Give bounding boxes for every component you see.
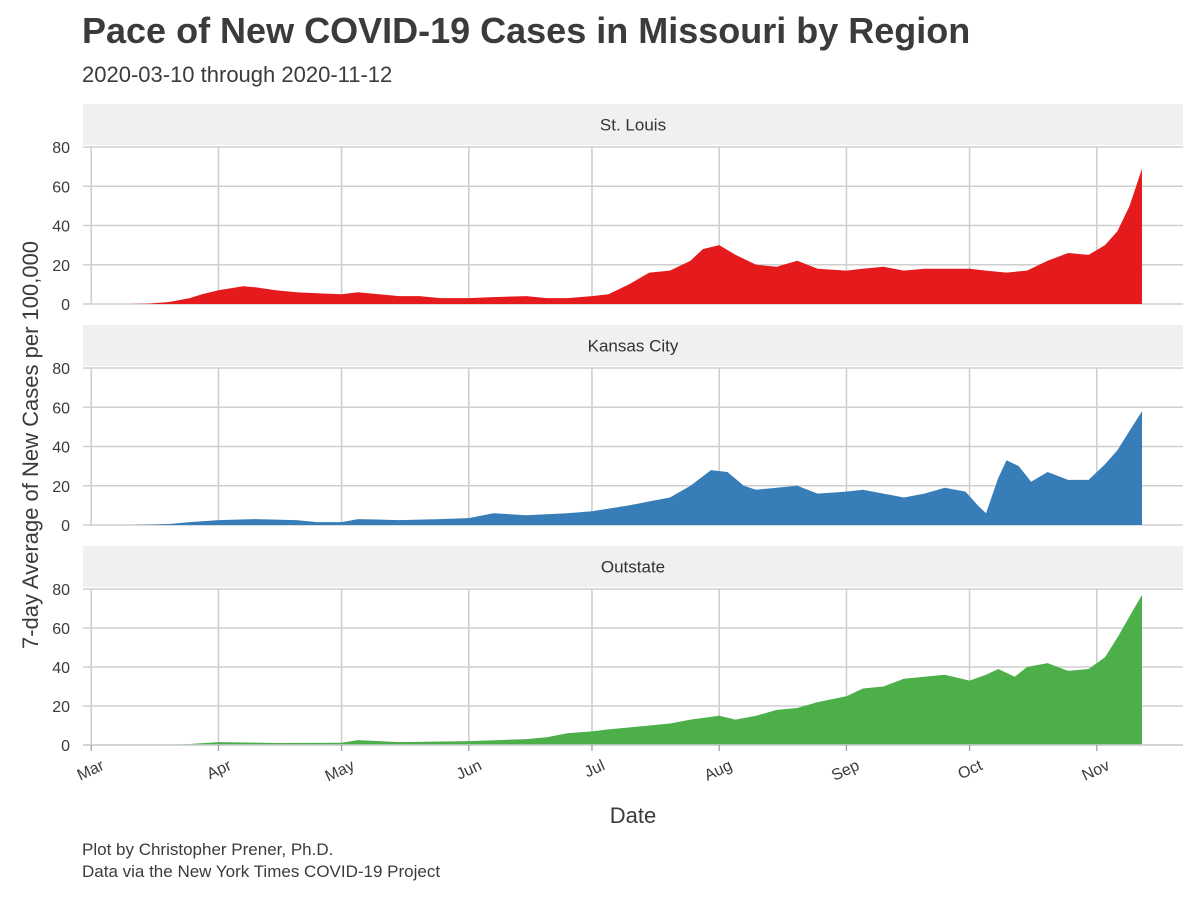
- area-series-outstate: [128, 594, 1143, 745]
- x-tick-label: Mar: [75, 757, 108, 784]
- y-tick-label: 80: [52, 140, 70, 157]
- caption-author: Plot by Christopher Prener, Ph.D.: [82, 840, 334, 859]
- x-tick-label: Aug: [702, 757, 735, 784]
- x-tick-label: Nov: [1080, 757, 1113, 784]
- x-tick-label: Jun: [454, 757, 485, 783]
- area-series-kansas-city: [128, 411, 1143, 525]
- x-tick-label: May: [323, 757, 358, 785]
- facet-strip-label: St. Louis: [600, 116, 666, 135]
- y-tick-label: 80: [52, 582, 70, 599]
- y-tick-label: 40: [52, 219, 70, 236]
- y-tick-label: 80: [52, 361, 70, 378]
- y-tick-label: 0: [61, 518, 70, 535]
- chart-title: Pace of New COVID-19 Cases in Missouri b…: [82, 10, 971, 51]
- facet-strip: [83, 546, 1183, 587]
- x-axis-title: Date: [610, 803, 656, 828]
- chart-caption: Plot by Christopher Prener, Ph.D. Data v…: [82, 839, 440, 883]
- y-tick-label: 60: [52, 621, 70, 638]
- facet-strip: [83, 104, 1183, 145]
- y-tick-label: 20: [52, 479, 70, 496]
- y-tick-label: 0: [61, 297, 70, 314]
- y-tick-label: 0: [61, 738, 70, 755]
- caption-source: Data via the New York Times COVID-19 Pro…: [82, 862, 441, 881]
- y-tick-label: 60: [52, 179, 70, 196]
- x-tick-label: Oct: [956, 757, 986, 783]
- x-tick-label: Apr: [204, 757, 234, 783]
- facet-strip-label: Outstate: [601, 558, 665, 577]
- y-axis-title: 7-day Average of New Cases per 100,000: [18, 241, 43, 649]
- area-series-st-louis: [128, 168, 1143, 304]
- y-tick-label: 60: [52, 400, 70, 417]
- y-tick-label: 40: [52, 440, 70, 457]
- y-tick-label: 40: [52, 660, 70, 677]
- x-tick-label: Jul: [582, 757, 608, 781]
- chart-subtitle: 2020-03-10 through 2020-11-12: [82, 62, 393, 87]
- x-tick-label: Sep: [829, 757, 862, 784]
- y-tick-label: 20: [52, 258, 70, 275]
- facet-strip-label: Kansas City: [588, 337, 679, 356]
- y-tick-label: 20: [52, 699, 70, 716]
- facet-strip: [83, 325, 1183, 366]
